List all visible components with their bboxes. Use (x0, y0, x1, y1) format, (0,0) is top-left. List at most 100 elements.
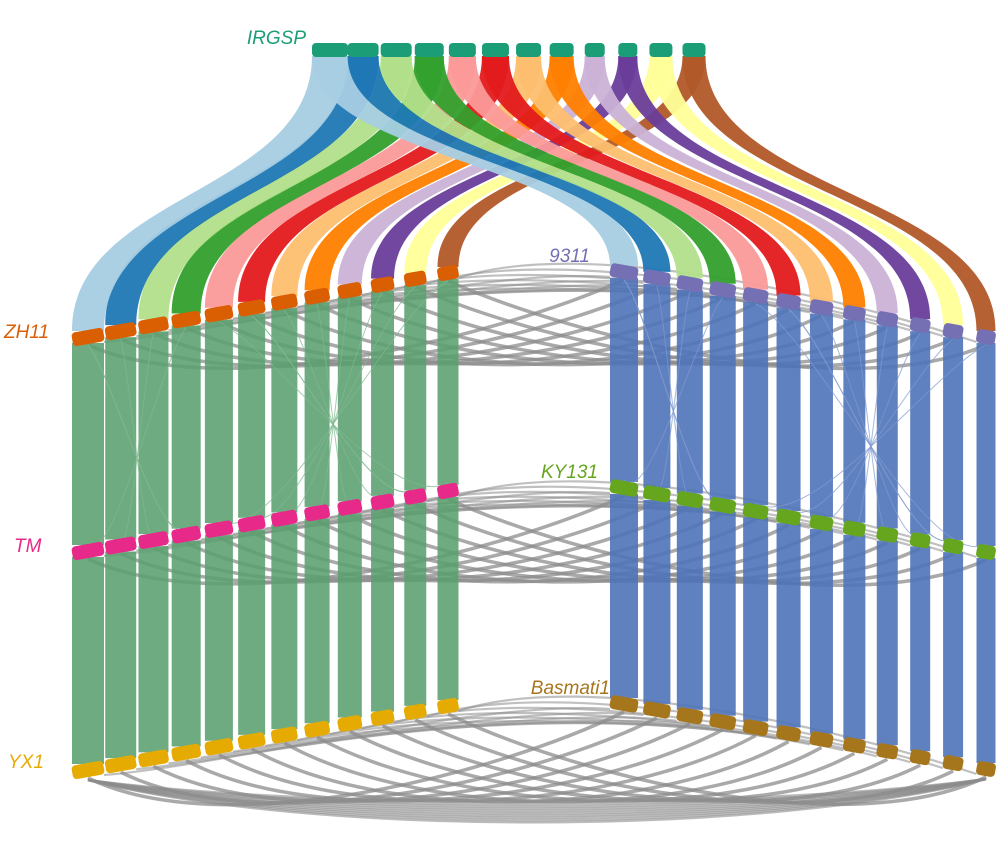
chromosome-ky131-12 (976, 544, 996, 560)
inter-link-yx1-basmati1-10 (381, 724, 921, 803)
ribbon-irgsp-zh11-chr5 (204, 56, 476, 308)
label-yx1: YX1 (8, 752, 44, 773)
band-ky131-basmati1-7 (809, 528, 833, 734)
chromosome-irgsp-7 (516, 43, 542, 57)
band-ky131-basmati1-9 (876, 540, 898, 746)
chromosome-zh11-1 (71, 327, 105, 347)
chromosome-ky131-6 (776, 508, 801, 526)
chromosome-irgsp-5 (448, 43, 476, 57)
chromosome-tracks (71, 43, 996, 780)
chromosome-ky131-1 (609, 479, 639, 497)
chromosome-basmati1-11 (942, 755, 964, 772)
chromosome-zh11-8 (304, 287, 330, 305)
band-n9311-ky131-2 (643, 283, 671, 488)
chromosome-irgsp-6 (481, 43, 509, 57)
band-tm-yx1-3 (138, 546, 169, 753)
chromosome-basmati1-6 (776, 725, 801, 742)
chromosome-zh11-3 (138, 316, 169, 335)
chromosome-zh11-2 (104, 322, 137, 341)
band-ky131-basmati1-1 (610, 494, 638, 698)
band-ky131-basmati1-10 (910, 546, 931, 752)
chromosome-basmati1-8 (842, 737, 866, 754)
chromosome-n9311-10 (909, 317, 931, 334)
ribbon-irgsp-9311-chr2 (347, 56, 671, 272)
band-zh11-tm-12 (437, 279, 459, 485)
band-tm-yx1-1 (72, 557, 104, 764)
ribbon-irgsp-zh11-chr7 (271, 56, 542, 297)
chromosome-ky131-5 (742, 502, 769, 520)
band-zh11-tm-5 (204, 319, 233, 524)
chromosome-basmati1-10 (909, 749, 931, 766)
ribbon-irgsp-9311-chr1 (312, 56, 638, 266)
cross-right-7 (821, 315, 921, 536)
band-tm-yx1-7 (271, 524, 298, 730)
label-9311: 9311 (549, 246, 590, 267)
chromosome-basmati1-5 (742, 719, 769, 737)
cross-left-13 (87, 344, 187, 531)
chromosome-basmati1-4 (709, 713, 737, 731)
chromosome-tm-1 (71, 541, 105, 561)
chromosome-tm-3 (138, 531, 169, 549)
band-zh11-tm-11 (404, 284, 427, 491)
ribbon-irgsp-9311-chr11 (649, 56, 964, 326)
ribbon-irgsp-zh11-chr1 (72, 56, 348, 331)
band-tm-yx1-10 (371, 507, 395, 712)
chromosome-yx1-11 (403, 703, 427, 720)
chromosome-yx1-6 (237, 732, 266, 750)
band-tm-yx1-5 (204, 535, 233, 741)
chromosome-n9311-6 (776, 293, 801, 310)
chromosome-n9311-7 (809, 299, 834, 316)
ribbon-irgsp-zh11-chr3 (138, 56, 412, 320)
chromosome-tm-12 (437, 482, 459, 500)
ribbon-irgsp-zh11-chr4 (171, 56, 444, 314)
chromosome-n9311-11 (942, 323, 964, 340)
band-tm-yx1-11 (404, 502, 427, 706)
band-ky131-basmati1-5 (743, 517, 769, 722)
band-ky131-basmati1-4 (709, 511, 736, 716)
ribbon-irgsp-zh11-chr6 (238, 56, 509, 302)
band-tm-yx1-8 (304, 518, 330, 724)
band-n9311-ky131-3 (676, 289, 703, 494)
band-tm-yx1-12 (437, 497, 459, 700)
chromosome-zh11-5 (204, 305, 234, 323)
chromosome-zh11-4 (171, 310, 202, 329)
inter-link-yx1-basmati1-9 (349, 729, 889, 803)
chromosome-zh11-6 (237, 299, 266, 317)
band-zh11-tm-4 (171, 325, 201, 529)
band-ky131-basmati1-6 (776, 523, 801, 728)
band-tm-yx1-2 (105, 551, 137, 759)
chromosome-irgsp-2 (347, 43, 379, 57)
chromosome-tm-2 (104, 536, 137, 555)
chromosome-ky131-8 (842, 520, 866, 537)
chromosome-basmati1-1 (609, 695, 639, 713)
chromosome-irgsp-10 (618, 43, 638, 57)
ribbon-irgsp-9311-chr12 (682, 56, 996, 331)
ribbon-irgsp-zh11-chr9 (337, 56, 605, 285)
chromosome-n9311-1 (609, 263, 639, 281)
band-ky131-basmati1-3 (676, 505, 703, 710)
chromosome-yx1-5 (204, 738, 234, 756)
chromosome-zh11-11 (403, 270, 427, 287)
chromosome-zh11-9 (337, 282, 363, 299)
band-ky131-basmati1-12 (976, 558, 996, 763)
inter-link-yx1-basmati1-12 (447, 712, 987, 807)
band-ky131-basmati1-8 (843, 534, 866, 740)
chromosome-tm-8 (304, 504, 330, 522)
chromosome-basmati1-2 (643, 701, 671, 719)
chromosome-ky131-11 (942, 538, 964, 555)
band-zh11-tm-2 (105, 337, 137, 540)
chromosome-irgsp-1 (312, 43, 348, 57)
band-tm-yx1-9 (337, 513, 362, 718)
chromosome-n9311-2 (643, 269, 671, 287)
chromosome-n9311-9 (876, 311, 899, 328)
ribbon-irgsp-9311-chr3 (380, 56, 703, 278)
band-n9311-ky131-4 (709, 295, 736, 500)
band-zh11-tm-10 (371, 290, 395, 496)
chromosome-irgsp-8 (549, 43, 574, 57)
inter-link-yx1-basmati1-8 (316, 735, 856, 803)
inter-arc-bottom-10 (87, 777, 987, 824)
vertical-synteny-bands (72, 278, 996, 764)
chromosome-n9311-5 (742, 287, 769, 305)
ribbon-irgsp-9311-chr9 (584, 56, 898, 314)
label-ky131: KY131 (541, 462, 598, 483)
